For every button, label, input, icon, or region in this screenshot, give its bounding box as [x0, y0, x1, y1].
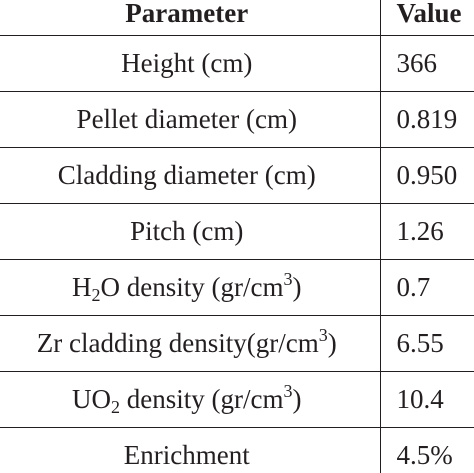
parameter-text: ): [292, 272, 302, 302]
table-row: Cladding diameter (cm) 0.950: [0, 147, 474, 204]
parameter-cell: Cladding diameter (cm): [0, 147, 381, 204]
parameter-cell: Height (cm): [0, 35, 381, 92]
parameter-text: density (gr/cm: [120, 384, 284, 414]
table-row: Zr cladding density(gr/cm3) 6.55: [0, 315, 474, 372]
value-cell: 6.55: [380, 315, 474, 372]
table-row: Pitch (cm) 1.26: [0, 203, 474, 260]
subscript: 2: [111, 397, 121, 417]
value-cell: 0.950: [380, 147, 474, 204]
superscript: 3: [318, 325, 328, 345]
value-cell: 10.4: [380, 371, 474, 428]
parameter-text: ): [327, 328, 337, 358]
parameter-text: Height (cm): [121, 48, 253, 78]
parameter-text: ): [292, 384, 302, 414]
parameter-text: O density (gr/cm: [100, 272, 284, 302]
table-row: Pellet diameter (cm) 0.819: [0, 91, 474, 148]
header-row: Parameter Value: [0, 0, 474, 36]
subscript: 2: [91, 285, 101, 305]
superscript: 3: [283, 381, 293, 401]
table-row: Enrichment 4.5%: [0, 427, 474, 473]
parameter-cell: H2O density (gr/cm3): [0, 259, 381, 316]
parameter-text: Pitch (cm): [130, 216, 244, 246]
superscript: 3: [283, 269, 293, 289]
header-parameter: Parameter: [0, 0, 381, 36]
parameter-text: Enrichment: [123, 440, 250, 470]
header-value: Value: [380, 0, 474, 36]
parameter-cell: Pellet diameter (cm): [0, 91, 381, 148]
value-cell: 0.819: [380, 91, 474, 148]
parameter-text: H: [72, 272, 92, 302]
parameter-text: UO: [72, 384, 112, 414]
parameter-cell: UO2 density (gr/cm3): [0, 371, 381, 428]
value-cell: 366: [380, 35, 474, 92]
value-cell: 4.5%: [380, 427, 474, 473]
parameter-cell: Zr cladding density(gr/cm3): [0, 315, 381, 372]
value-cell: 0.7: [380, 259, 474, 316]
table-row: UO2 density (gr/cm3) 10.4: [0, 371, 474, 428]
parameter-cell: Pitch (cm): [0, 203, 381, 260]
parameter-text: Cladding diameter (cm): [57, 160, 316, 190]
table-row: Height (cm) 366: [0, 35, 474, 92]
parameter-cell: Enrichment: [0, 427, 381, 473]
parameter-text: Pellet diameter (cm): [76, 104, 297, 134]
value-cell: 1.26: [380, 203, 474, 260]
parameter-text: Zr cladding density(gr/cm: [36, 328, 319, 358]
table-row: H2O density (gr/cm3) 0.7: [0, 259, 474, 316]
